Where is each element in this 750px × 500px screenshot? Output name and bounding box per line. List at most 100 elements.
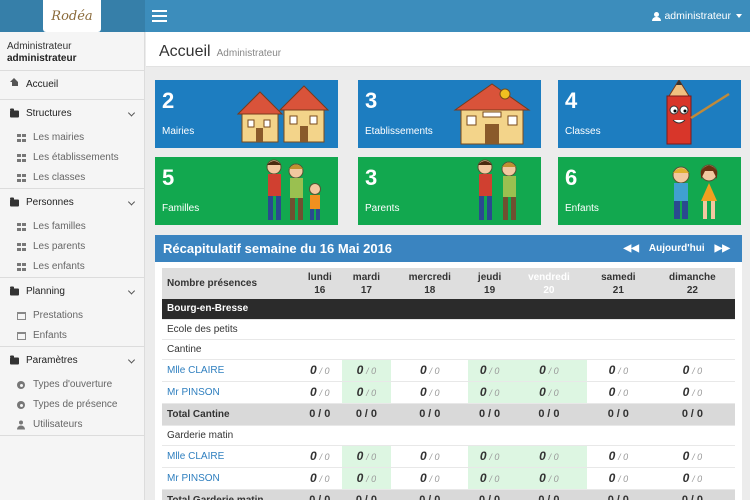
presence-count: 0 <box>420 449 427 463</box>
tile-enfants[interactable]: 6 Enfants <box>558 157 741 225</box>
person-link[interactable]: Mr PINSON <box>167 472 220 484</box>
presence-cell: 0 / 0 <box>586 489 650 500</box>
presence-count: 0 <box>420 363 427 377</box>
presence-cell: 0 / 0 <box>298 359 342 382</box>
presence-cell: 0 / 0 <box>298 467 342 490</box>
person-link[interactable]: Mr PINSON <box>167 386 220 398</box>
presence-count: 0 <box>607 408 614 420</box>
presence-count: 0 <box>479 494 486 500</box>
presence-count: 0 <box>356 363 364 377</box>
chevron-down-icon <box>127 356 136 364</box>
presence-count: 0 <box>309 494 316 500</box>
tile-count: 6 <box>565 165 578 190</box>
tile-etablissements[interactable]: 3 Etablissements <box>358 80 541 148</box>
tile-mairies[interactable]: 2 Mairies <box>155 80 338 148</box>
presence-cell: 0 / 0 <box>391 381 469 404</box>
next-week-icon[interactable]: ▶▶ <box>714 243 730 254</box>
presence-capacity: / 0 <box>366 474 377 484</box>
presence-count: 0 <box>356 449 364 463</box>
user-role: Administrateur <box>7 41 72 52</box>
presence-count: 0 <box>419 494 426 500</box>
presence-cell: 0 / 0 <box>391 445 469 468</box>
presence-count: 0 <box>356 385 364 399</box>
grid-icon <box>17 263 26 271</box>
person-link[interactable]: Mlle CLAIRE <box>167 450 225 462</box>
folder-icon <box>10 286 19 296</box>
presence-cell: 0 / 0 <box>649 403 735 426</box>
sidebar-item-label: Les enfants <box>33 261 85 272</box>
sidebar-item-classes[interactable]: Les classes <box>0 168 144 188</box>
tile-classes[interactable]: 4 Classes <box>558 80 741 148</box>
presence-count: 0 <box>479 385 487 399</box>
presence-capacity: / 0 <box>489 452 500 462</box>
sidebar-item-parents[interactable]: Les parents <box>0 237 144 257</box>
presence-capacity: / 0 <box>692 452 703 462</box>
app-logo[interactable]: Rodéa <box>43 0 101 32</box>
day-number: 19 <box>484 284 496 296</box>
presence-capacity: / 0 <box>547 408 560 420</box>
presence-capacity: / 0 <box>318 494 331 500</box>
total-label: Total Garderie matin <box>162 489 298 500</box>
sidebar-item-enfants[interactable]: Les enfants <box>0 257 144 277</box>
presence-count: 0 <box>539 449 546 463</box>
presence-cell: 0 / 0 <box>391 489 469 500</box>
presence-capacity: / 0 <box>487 408 501 420</box>
presence-cell: 0 / 0 <box>510 445 587 468</box>
presence-capacity: / 0 <box>366 452 377 462</box>
tile-label: Familles <box>162 203 200 214</box>
grid-icon <box>17 134 26 142</box>
page-title: Accueil <box>159 43 211 60</box>
person-link[interactable]: Mlle CLAIRE <box>167 364 225 376</box>
sidebar-item-utilisateurs[interactable]: Utilisateurs <box>0 415 144 435</box>
menu-toggle-icon[interactable] <box>152 10 167 22</box>
presence-count: 0 <box>539 385 546 399</box>
sidebar-section-label: Structures <box>26 108 72 119</box>
person-cell: Mlle CLAIRE <box>162 359 298 382</box>
presence-cell: 0 / 0 <box>341 489 392 500</box>
sidebar-section-parametres[interactable]: Paramètres <box>0 347 144 375</box>
sidebar-section-structures[interactable]: Structures <box>0 100 144 128</box>
day-name: mercredi <box>408 271 451 283</box>
presence-capacity: / 0 <box>618 366 629 376</box>
presence-count: 0 <box>479 449 487 463</box>
sidebar-section-planning[interactable]: Planning <box>0 278 144 306</box>
sidebar-item-etablissements[interactable]: Les établissements <box>0 148 144 168</box>
tile-label: Classes <box>565 126 601 137</box>
presence-cell: 0 / 0 <box>510 359 587 382</box>
tile-parents[interactable]: 3 Parents <box>358 157 541 225</box>
presence-capacity: / 0 <box>429 452 440 462</box>
presence-cell: 0 / 0 <box>391 359 469 382</box>
person-cell: Mr PINSON <box>162 467 298 490</box>
sidebar-item-planning-enfants[interactable]: Enfants <box>0 326 144 346</box>
folder-icon <box>10 197 19 207</box>
sidebar-item-label: Les mairies <box>33 132 85 143</box>
sidebar-item-types-ouverture[interactable]: Types d'ouverture <box>0 375 144 395</box>
day-number: 21 <box>612 284 624 296</box>
week-navigation: ◀◀ Aujourd'hui ▶▶ <box>624 243 730 254</box>
sidebar-item-types-presence[interactable]: Types de présence <box>0 395 144 415</box>
day-number: 22 <box>686 284 698 296</box>
sidebar-item-label: Types d'ouverture <box>33 379 113 390</box>
today-button[interactable]: Aujourd'hui <box>648 243 705 254</box>
sidebar-item-familles[interactable]: Les familles <box>0 217 144 237</box>
grid-icon <box>17 154 26 162</box>
presence-count: 0 <box>608 449 616 463</box>
sidebar-item-mairies[interactable]: Les mairies <box>0 128 144 148</box>
sidebar-section-personnes[interactable]: Personnes <box>0 189 144 217</box>
sidebar-item-prestations[interactable]: Prestations <box>0 306 144 326</box>
calendar-icon <box>17 312 26 320</box>
previous-week-icon[interactable]: ◀◀ <box>623 243 639 254</box>
tile-familles[interactable]: 5 Familles <box>155 157 338 225</box>
user-menu[interactable]: administrateur <box>652 10 742 22</box>
sidebar-item-accueil[interactable]: Accueil <box>0 71 144 99</box>
presence-count: 0 <box>420 471 427 485</box>
presence-cell: 0 / 0 <box>586 445 650 468</box>
presence-capacity: / 0 <box>548 452 559 462</box>
presence-cell: 0 / 0 <box>341 467 392 490</box>
presence-capacity: / 0 <box>319 452 330 462</box>
presence-count: 0 <box>309 408 316 420</box>
presence-count: 0 <box>479 363 487 377</box>
presence-count: 0 <box>539 363 546 377</box>
chevron-down-icon <box>127 198 136 206</box>
